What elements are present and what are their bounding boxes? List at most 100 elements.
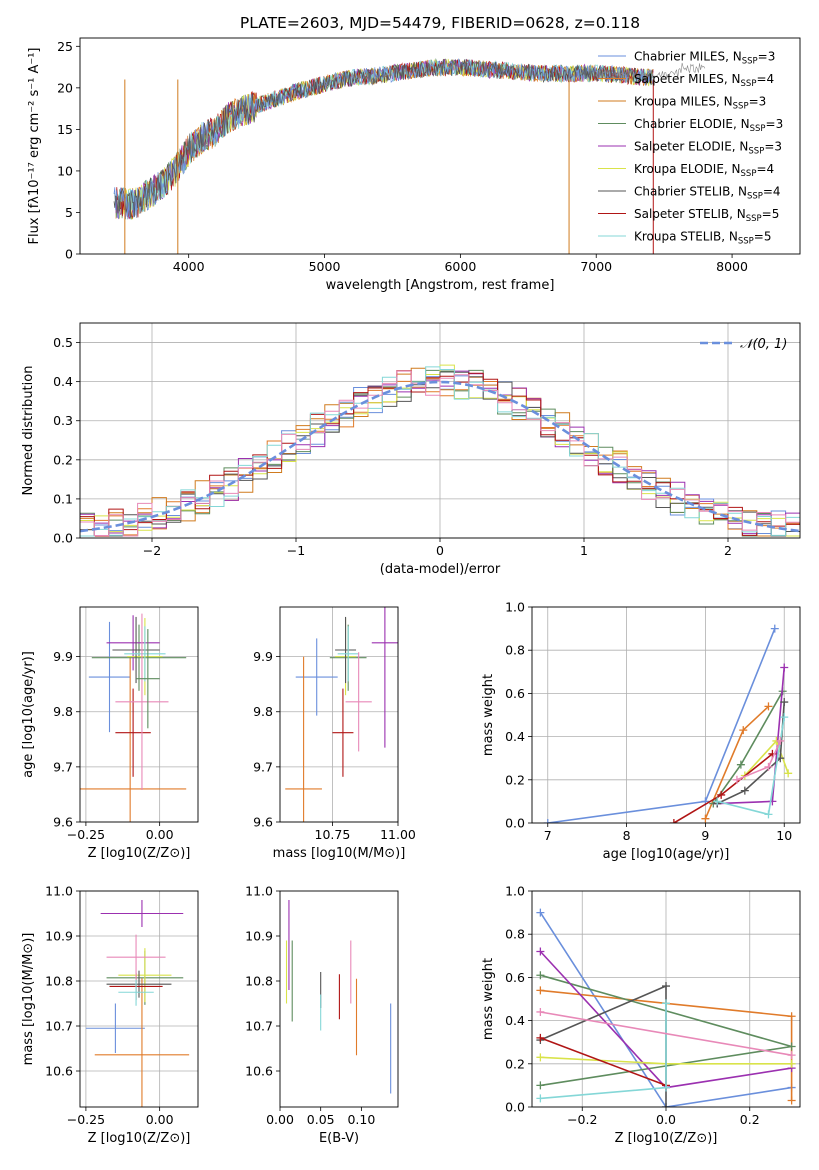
x-tick-label: 0.2 — [740, 1112, 760, 1127]
axes-frame — [279, 890, 399, 1108]
mass-weight-marker — [536, 1081, 545, 1090]
y-tick-label: 25 — [57, 39, 73, 54]
age_vs_Z-data — [80, 613, 187, 822]
mass-weight-series — [540, 1011, 792, 1056]
y-tick-label: 15 — [57, 122, 73, 137]
mass_vs_EBV-data — [285, 900, 392, 1094]
mass-weight-marker — [764, 762, 773, 771]
x-tick-label: 7 — [544, 828, 552, 843]
y-axis-label: mass weight — [481, 958, 496, 1040]
spectrum-series-line — [113, 58, 654, 220]
mass-weight-series — [540, 1037, 667, 1087]
age_vs_mass-data — [285, 607, 398, 822]
y-tick-label: 10.6 — [45, 1064, 73, 1079]
mass-weight-marker — [662, 999, 670, 1008]
legend-subscript: SSP — [741, 169, 757, 179]
y-tick-label: 10 — [57, 163, 73, 178]
y-tick-label: 10.9 — [245, 929, 273, 944]
legend-entry: Salpeter ELODIE, NSSP=3 — [634, 140, 782, 157]
axes-frame — [79, 37, 801, 255]
x-axis-label: wavelength [Angstrom, rest frame] — [326, 278, 555, 293]
y-tick-label: 0.1 — [53, 491, 73, 506]
y-tick-label: 0.3 — [53, 413, 73, 428]
legend-subscript: SSP — [733, 102, 749, 112]
mass_weight_vs_Z-data — [536, 908, 796, 1107]
mass-weight-marker — [662, 1103, 670, 1107]
mass-weight-marker — [787, 1042, 796, 1051]
legend-entry: Kroupa MILES, NSSP=3 — [634, 95, 766, 112]
x-axis-label: mass [log10(M/M⊙)] — [273, 846, 406, 861]
y-tick-label: 11.0 — [45, 884, 73, 899]
x-tick-label: 0 — [436, 543, 444, 558]
y-tick-label: 0 — [65, 247, 73, 262]
axes-frame — [279, 606, 399, 823]
x-tick-label: 11.00 — [380, 827, 416, 842]
mass-weight-marker — [780, 698, 789, 707]
spectrum-series-line — [113, 58, 654, 218]
y-tick-label: 9.9 — [253, 649, 273, 664]
y-tick-label: 10.6 — [245, 1064, 273, 1079]
mass-weight-marker — [536, 971, 545, 980]
x-axis-label: Z [log10(Z/Z⊙)] — [88, 846, 191, 861]
legend-subscript: SSP — [748, 147, 764, 157]
mass-weight-marker — [776, 736, 785, 745]
mass-weight-marker — [662, 1083, 670, 1092]
mass-weight-marker — [536, 1033, 545, 1042]
y-tick-label: 10.8 — [245, 974, 273, 989]
x-tick-label: 7000 — [580, 259, 612, 274]
x-axis-label: (data-model)/error — [380, 562, 501, 577]
legend-subscript: SSP — [742, 57, 758, 67]
residuals-panel: −2 −1 0 1 2 0.0 0.1 0.2 0.3 0.4 0.5 (data-model)/er… — [21, 322, 801, 577]
y-tick-label: 0.4 — [53, 374, 73, 389]
mass-weight-marker — [536, 1053, 545, 1062]
x-tick-label: 1 — [580, 543, 588, 558]
x-tick-label: −0.25 — [67, 827, 105, 842]
x-tick-label: 6000 — [444, 259, 476, 274]
legend-subscript: SSP — [741, 79, 757, 89]
y-tick-label: 0.4 — [505, 1013, 525, 1028]
x-tick-label: −1 — [287, 543, 305, 558]
y-tick-label: 10.9 — [45, 929, 73, 944]
mass_weight_vs_age-data — [543, 624, 793, 823]
mass-weight-marker — [787, 1012, 796, 1021]
y-tick-label: 11.0 — [245, 884, 273, 899]
mass-weight-marker — [543, 819, 552, 823]
legend-entry: Salpeter MILES, NSSP=4 — [634, 72, 774, 89]
y-tick-label: 10.7 — [245, 1019, 273, 1034]
mass-weight-marker — [740, 786, 749, 795]
mass-weight-marker — [736, 760, 745, 769]
y-tick-label: 0.5 — [53, 335, 73, 350]
y-tick-label: 0.0 — [505, 1100, 525, 1115]
x-tick-label: −2 — [143, 543, 161, 558]
legend-suffix: =4 — [756, 162, 774, 176]
y-tick-label: 9.8 — [253, 704, 273, 719]
x-axis-label: Z [log10(Z/Z⊙)] — [88, 1131, 191, 1146]
y-tick-label: 0.2 — [505, 772, 525, 787]
legend-suffix: =3 — [758, 50, 776, 64]
legend-entry: Chabrier MILES, NSSP=3 — [634, 50, 775, 67]
mass-weight-marker — [717, 790, 726, 799]
mass_weight_vs_age-panel: 7 8 9 10 0.0 0.2 0.4 0.6 0.8 1.0 age [log10(age/yr… — [481, 600, 801, 862]
mass-weight-marker — [787, 1096, 796, 1105]
plot-layer: 4000 5000 6000 7000 80000510152025wavelength… — [21, 37, 801, 1146]
x-tick-label: 8000 — [716, 259, 748, 274]
mass-weight-marker — [536, 947, 545, 956]
x-tick-label: 2 — [724, 543, 732, 558]
y-tick-label: 9.9 — [53, 649, 73, 664]
mass-weight-marker — [764, 810, 773, 819]
legend-suffix: =4 — [756, 72, 774, 86]
legend-entry: Chabrier STELIB, NSSP=4 — [634, 185, 781, 202]
y-tick-label: 0.8 — [505, 643, 525, 658]
y-tick-label: 0.4 — [505, 729, 525, 744]
y-tick-label: 9.7 — [53, 759, 73, 774]
normal-curve — [80, 380, 800, 533]
y-tick-label: 9.7 — [253, 759, 273, 774]
mass-weight-marker — [536, 1094, 545, 1103]
spectrum-panel: 4000 5000 6000 7000 8000 0 5 10 15 20 25 wavelength… — [27, 37, 801, 293]
mass_vs_Z-panel: −0.25 0.00 10.6 10.7 10.8 10.9 11.0 Z [log10(Z/… — [21, 884, 199, 1146]
x-tick-label: 0.00 — [146, 827, 174, 842]
x-axis-label: Z [log10(Z/Z⊙)] — [615, 1131, 718, 1146]
mass-weight-series — [547, 628, 776, 823]
y-axis-label: Normed distribution — [21, 366, 36, 496]
